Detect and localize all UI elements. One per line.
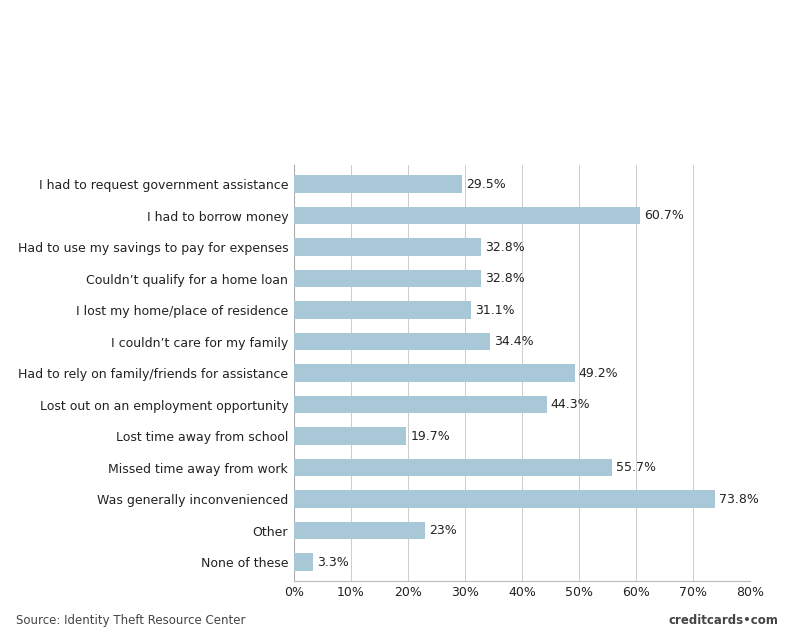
Text: 23%: 23%: [429, 524, 457, 537]
Bar: [294, 175, 462, 192]
Text: 29.5%: 29.5%: [466, 178, 506, 190]
Bar: [294, 427, 407, 444]
Bar: [294, 459, 611, 476]
Text: 31.1%: 31.1%: [476, 304, 515, 316]
Bar: [294, 207, 640, 224]
Text: 32.8%: 32.8%: [485, 272, 525, 285]
Text: 44.3%: 44.3%: [550, 398, 590, 411]
Text: Source: Identity Theft Resource Center: Source: Identity Theft Resource Center: [16, 615, 245, 627]
Text: 60.7%: 60.7%: [644, 209, 684, 222]
Bar: [294, 270, 481, 287]
Bar: [294, 238, 481, 256]
Text: 32.8%: 32.8%: [485, 241, 525, 253]
Text: 55.7%: 55.7%: [615, 461, 656, 474]
Text: 73.8%: 73.8%: [719, 493, 759, 505]
Text: Americans' expenses/disruptions as a result of
criminal activity in their name [: Americans' expenses/disruptions as a res…: [121, 45, 673, 91]
Text: 34.4%: 34.4%: [494, 335, 534, 348]
Bar: [294, 333, 490, 351]
Bar: [294, 522, 425, 539]
Text: 19.7%: 19.7%: [410, 430, 450, 443]
Text: 49.2%: 49.2%: [579, 366, 619, 380]
Text: 3.3%: 3.3%: [317, 556, 349, 568]
Bar: [294, 396, 546, 413]
Bar: [294, 554, 313, 571]
Text: creditcards•com: creditcards•com: [669, 615, 778, 627]
Bar: [294, 364, 575, 382]
Bar: [294, 302, 472, 319]
Bar: [294, 490, 715, 508]
